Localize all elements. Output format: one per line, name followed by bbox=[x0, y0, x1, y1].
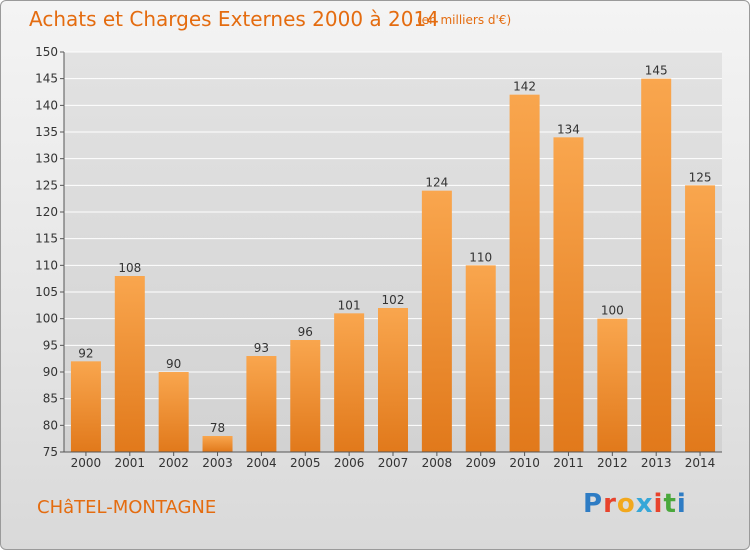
x-tick-label-2003: 2003 bbox=[202, 456, 233, 470]
x-tick-label-2005: 2005 bbox=[290, 456, 321, 470]
data-label-2014: 125 bbox=[689, 170, 712, 184]
logo-letter: x bbox=[635, 489, 654, 519]
data-label-2008: 124 bbox=[425, 176, 448, 190]
bar-2007 bbox=[378, 308, 408, 452]
data-label-2003: 78 bbox=[210, 421, 225, 435]
data-label-2010: 142 bbox=[513, 80, 536, 94]
y-tick-label: 125 bbox=[35, 178, 58, 192]
data-label-2000: 92 bbox=[78, 346, 93, 360]
data-label-2005: 96 bbox=[298, 325, 313, 339]
x-tick-label-2001: 2001 bbox=[115, 456, 146, 470]
x-tick-label-2000: 2000 bbox=[71, 456, 102, 470]
bar-2005 bbox=[290, 340, 321, 452]
y-tick-label: 130 bbox=[35, 152, 58, 166]
bar-2010 bbox=[509, 94, 540, 453]
x-tick-label-2012: 2012 bbox=[597, 456, 628, 470]
data-label-2012: 100 bbox=[601, 304, 624, 318]
bar-2003 bbox=[202, 436, 233, 452]
y-tick-label: 95 bbox=[43, 338, 58, 352]
chart-unit: (en milliers d'€) bbox=[417, 13, 512, 27]
bar-2006 bbox=[334, 313, 365, 452]
x-tick-label-2004: 2004 bbox=[246, 456, 277, 470]
x-tick-label-2009: 2009 bbox=[465, 456, 496, 470]
y-tick-label: 110 bbox=[35, 258, 58, 272]
bar-2011 bbox=[553, 137, 584, 453]
y-tick-label: 75 bbox=[43, 445, 58, 459]
bar-2012 bbox=[597, 318, 628, 452]
x-tick-label-2006: 2006 bbox=[334, 456, 365, 470]
data-label-2001: 108 bbox=[118, 261, 141, 275]
y-tick-label: 100 bbox=[35, 312, 58, 326]
proxiti-logo: Proxiti bbox=[583, 489, 687, 519]
x-tick-label-2013: 2013 bbox=[641, 456, 672, 470]
logo-letter: i bbox=[676, 489, 687, 519]
y-tick-label: 140 bbox=[35, 98, 58, 112]
town-name: CHâTEL-MONTAGNE bbox=[37, 497, 217, 518]
logo-letter: i bbox=[653, 489, 664, 519]
y-tick-label: 145 bbox=[35, 72, 58, 86]
bar-2014 bbox=[685, 185, 716, 453]
data-label-2013: 145 bbox=[645, 64, 668, 78]
logo-letter: P bbox=[583, 489, 604, 519]
x-tick-label-2007: 2007 bbox=[378, 456, 409, 470]
data-label-2002: 90 bbox=[166, 357, 181, 371]
data-label-2006: 101 bbox=[338, 298, 361, 312]
bar-2001 bbox=[114, 276, 145, 452]
logo-letter: o bbox=[616, 489, 636, 519]
bar-2002 bbox=[158, 372, 189, 452]
data-label-2009: 110 bbox=[469, 250, 492, 264]
y-tick-label: 120 bbox=[35, 205, 58, 219]
x-tick-label-2008: 2008 bbox=[422, 456, 453, 470]
y-tick-label: 90 bbox=[43, 365, 58, 379]
x-tick-label-2010: 2010 bbox=[509, 456, 540, 470]
bar-2004 bbox=[246, 356, 277, 452]
data-label-2007: 102 bbox=[382, 293, 405, 307]
chart-title: Achats et Charges Externes 2000 à 2014 bbox=[29, 7, 439, 31]
y-tick-label: 80 bbox=[43, 418, 58, 432]
bar-2009 bbox=[465, 265, 496, 452]
data-label-2011: 134 bbox=[557, 122, 580, 136]
bar-2000 bbox=[70, 361, 101, 452]
y-tick-label: 115 bbox=[35, 232, 58, 246]
data-label-2004: 93 bbox=[254, 341, 269, 355]
x-tick-label-2002: 2002 bbox=[158, 456, 189, 470]
x-tick-label-2011: 2011 bbox=[553, 456, 584, 470]
y-tick-label: 135 bbox=[35, 125, 58, 139]
logo-letter: t bbox=[663, 489, 677, 519]
bar-2008 bbox=[421, 190, 452, 452]
logo-letter: r bbox=[603, 489, 617, 519]
y-tick-label: 85 bbox=[43, 392, 58, 406]
x-tick-label-2014: 2014 bbox=[685, 456, 716, 470]
y-tick-label: 105 bbox=[35, 285, 58, 299]
bar-2013 bbox=[641, 78, 672, 453]
y-tick-label: 150 bbox=[35, 45, 58, 59]
